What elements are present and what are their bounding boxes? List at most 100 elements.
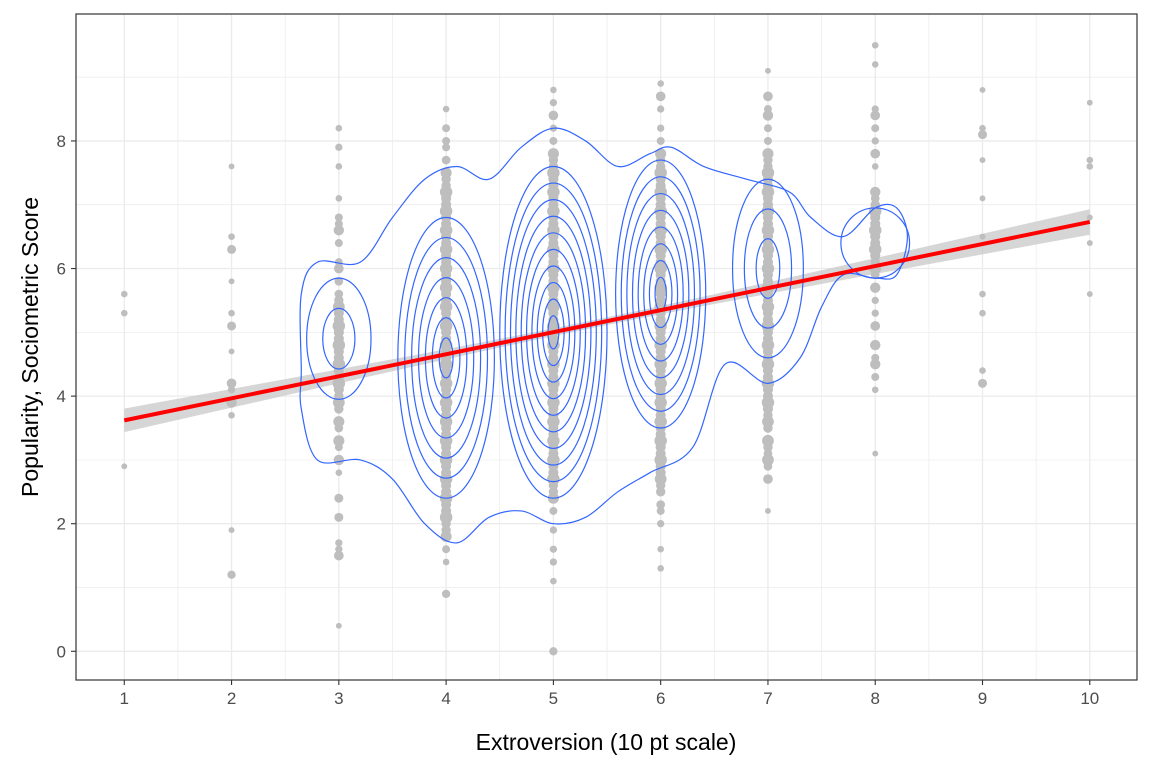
density-contour (509, 199, 597, 466)
data-point (334, 213, 343, 222)
density-contour (499, 165, 608, 499)
data-point (334, 239, 343, 248)
density-contour-outer (299, 127, 909, 544)
data-point (549, 558, 558, 566)
density-contours (299, 127, 911, 544)
density-contour (322, 307, 356, 370)
data-point (870, 110, 881, 121)
data-point (333, 435, 345, 447)
data-point (657, 105, 665, 113)
x-tick-label: 4 (441, 689, 450, 708)
data-point (333, 263, 344, 274)
density-contour (731, 178, 804, 359)
regression-line-path (123, 220, 1091, 423)
data-point (870, 359, 881, 370)
regression-line (123, 220, 1091, 423)
data-point (1086, 214, 1093, 221)
data-point (763, 474, 773, 484)
points (120, 41, 1094, 656)
data-point (550, 86, 557, 94)
plot-panel-border (75, 13, 1138, 681)
data-point (870, 186, 881, 198)
data-point (979, 195, 986, 202)
density-contour (542, 298, 565, 367)
data-point (871, 386, 879, 394)
data-point (655, 148, 667, 160)
density-contour (626, 192, 696, 396)
data-point (1086, 156, 1094, 164)
density-contour (397, 216, 495, 499)
data-point (871, 163, 879, 170)
data-point (978, 130, 988, 140)
density-contour (648, 259, 673, 329)
data-point (655, 91, 666, 102)
data-point (547, 148, 559, 160)
data-point (979, 124, 986, 132)
data-point (763, 449, 773, 458)
data-point (442, 136, 451, 145)
x-tick-label: 7 (763, 689, 772, 708)
data-point (979, 157, 986, 164)
data-point (656, 506, 665, 515)
density-contour (438, 337, 454, 379)
data-point (763, 91, 773, 102)
density-contour (417, 277, 475, 439)
density-contour (306, 277, 372, 400)
density-contour (536, 281, 571, 383)
data-point (228, 163, 235, 170)
x-tick-label: 10 (1080, 689, 1099, 708)
y-axis-label: Popularity, Sociometric Score (17, 197, 43, 497)
density-contour (504, 182, 603, 483)
data-point (979, 309, 986, 317)
data-point (334, 295, 344, 306)
data-point (442, 143, 451, 152)
data-point (657, 124, 665, 132)
data-point (979, 367, 986, 374)
data-point (120, 309, 128, 317)
density-contour (631, 209, 690, 379)
data-point (335, 124, 343, 132)
data-point (227, 244, 237, 254)
data-point (765, 507, 771, 514)
data-point (120, 290, 128, 298)
density-contour (531, 265, 576, 400)
density-contour (615, 159, 707, 429)
data-point (765, 67, 771, 74)
data-point (335, 163, 343, 170)
x-tick-label: 3 (334, 689, 343, 708)
data-point (335, 622, 342, 629)
y-tick-label: 2 (57, 515, 66, 534)
data-point (335, 195, 343, 202)
data-point (871, 353, 880, 362)
data-point (871, 105, 879, 113)
data-point (762, 148, 774, 160)
x-tick-label: 5 (549, 689, 558, 708)
data-point (334, 289, 344, 299)
data-point (333, 550, 344, 561)
density-contour (840, 207, 911, 279)
data-point (227, 321, 237, 331)
density-contour (525, 248, 581, 416)
data-point (871, 296, 879, 305)
data-point (978, 378, 988, 388)
data-point (762, 434, 774, 447)
data-point (549, 99, 558, 107)
data-point (441, 589, 451, 599)
x-tick-label: 2 (227, 689, 236, 708)
data-point (870, 321, 881, 331)
y-tick-label: 8 (57, 132, 66, 151)
density-contour (411, 256, 482, 459)
data-point (549, 545, 558, 553)
data-point (227, 386, 236, 394)
x-tick-label: 6 (656, 689, 665, 708)
data-point (979, 86, 986, 93)
data-point (657, 520, 665, 528)
data-point (871, 372, 880, 381)
density-contour (620, 176, 701, 412)
data-point (1086, 240, 1093, 246)
data-point (1086, 291, 1093, 298)
data-point (763, 136, 772, 145)
data-point (657, 565, 664, 572)
data-point (335, 539, 343, 547)
